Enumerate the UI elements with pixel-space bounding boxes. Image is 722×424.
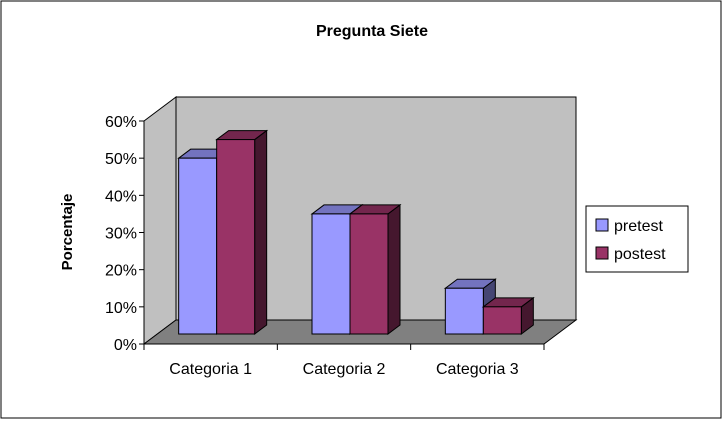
x-category-label: Categoria 2	[303, 361, 386, 378]
bar-front	[444, 287, 484, 335]
y-tick-label: 60%	[105, 114, 137, 131]
y-tick-label: 10%	[105, 300, 137, 317]
bar-postest	[481, 296, 535, 335]
y-tick-label: 40%	[105, 188, 137, 205]
bar-postest	[348, 203, 402, 335]
bar-front	[482, 306, 522, 335]
y-tick-label: 30%	[105, 226, 137, 243]
legend-swatch-pretest	[595, 218, 609, 232]
y-tick-label: 20%	[105, 263, 137, 280]
bar-front	[349, 213, 389, 335]
bar-side	[387, 203, 401, 335]
bar-front	[216, 139, 256, 335]
x-category-label: Categoria 3	[436, 361, 519, 378]
legend-label-pretest: pretest	[614, 218, 663, 235]
legend-label-postest: postest	[614, 246, 666, 263]
chart-title: Pregunta Siete	[316, 23, 428, 40]
side-wall	[143, 96, 177, 345]
legend-swatch-postest	[595, 246, 609, 260]
y-tick-label: 50%	[105, 151, 137, 168]
x-category-label: Categoria 1	[169, 361, 252, 378]
bar-postest	[215, 129, 269, 336]
y-tick-label: 0%	[114, 337, 137, 354]
bar-side	[254, 129, 268, 336]
legend: pretest postest	[585, 205, 689, 273]
y-axis-label: Porcentaje	[59, 194, 76, 271]
bar-front	[178, 157, 218, 335]
plot-area: 0% 10% 20% 30% 40% 50% 60% Categoria 1 Categoria…	[105, 96, 578, 378]
bar-front	[311, 213, 351, 335]
legend-box	[585, 205, 689, 273]
